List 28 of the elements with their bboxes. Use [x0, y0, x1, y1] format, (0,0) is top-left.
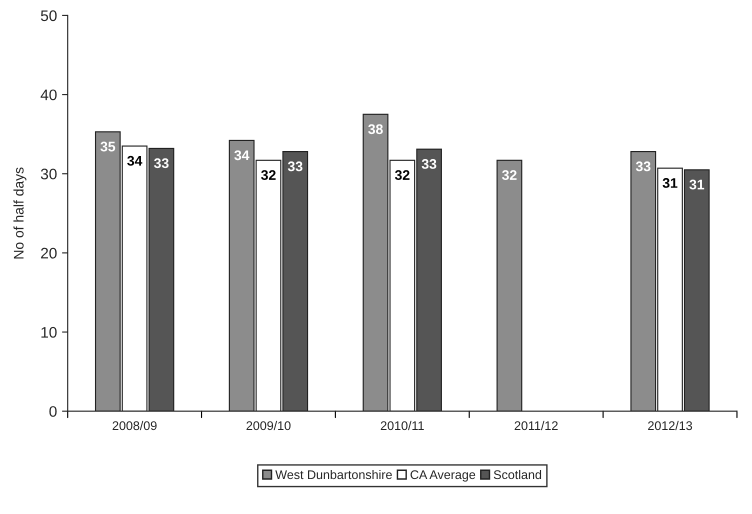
data-label: 33	[288, 161, 302, 172]
x-tick-label: 2010/11	[380, 420, 424, 430]
data-label: 31	[662, 178, 678, 188]
y-tick-label: 50	[40, 10, 57, 22]
data-label: 31	[689, 180, 704, 190]
y-tick-label: 10	[41, 326, 57, 338]
data-label: 32	[502, 170, 517, 180]
y-axis-title: No of half days	[13, 167, 26, 258]
data-label: 32	[261, 170, 276, 180]
x-tick-label: 2011/12	[514, 420, 558, 430]
legend-label: CA Average	[410, 470, 476, 482]
y-tick-label: 30	[40, 168, 57, 180]
legend-label: Scotland	[494, 470, 542, 480]
data-label: 33	[154, 158, 169, 168]
data-label: 35	[100, 142, 116, 152]
y-tick-label: 20	[41, 248, 57, 259]
data-label: 38	[368, 124, 383, 134]
y-tick-label: 40	[40, 89, 57, 100]
y-tick-label: 0	[49, 406, 57, 417]
data-label: 34	[234, 150, 250, 160]
x-tick-label: 2009/10	[246, 420, 291, 430]
data-label: 34	[127, 156, 142, 166]
data-label: 33	[636, 161, 650, 172]
data-label: 32	[394, 170, 410, 180]
data-label: 33	[422, 159, 436, 169]
legend-label: West Dunbartonshire	[275, 470, 392, 480]
x-tick-label: 2012/13	[648, 420, 692, 430]
x-tick-label: 2008/09	[112, 420, 157, 430]
